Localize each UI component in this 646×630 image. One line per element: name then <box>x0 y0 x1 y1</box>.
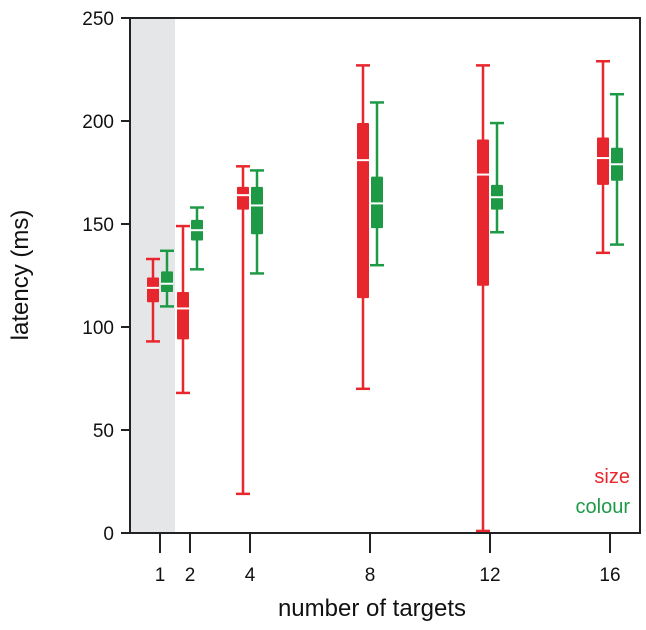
x-tick-label-2: 2 <box>185 565 196 586</box>
legend-entry-colour: colour <box>576 496 631 518</box>
y-axis-title: latency (ms) <box>7 210 34 341</box>
plot-frame <box>129 17 641 534</box>
box-body-size-2 <box>177 291 189 340</box>
x-tick-label-4: 4 <box>245 565 256 586</box>
box-body-colour-8 <box>371 176 383 229</box>
box-body-size-4 <box>237 186 249 210</box>
box-colour-12 <box>490 121 504 234</box>
box-body-size-16 <box>597 137 609 185</box>
box-size-4 <box>236 165 250 496</box>
y-tick-label-200: 200 <box>82 112 114 133</box>
box-size-2 <box>176 224 190 395</box>
x-axis-title: number of targets <box>278 595 466 622</box>
legend: size colour <box>576 466 631 518</box>
y-tick-label-250: 250 <box>82 9 114 30</box>
box-marks-layer <box>146 60 624 533</box>
y-tick-label-50: 50 <box>93 421 114 442</box>
x-tick-label-8: 8 <box>365 565 376 586</box>
x-tick-label-12: 12 <box>479 565 500 586</box>
box-size-12 <box>476 64 490 533</box>
box-colour-1 <box>160 249 174 308</box>
legend-entry-size: size <box>594 466 630 488</box>
box-size-8 <box>356 64 370 391</box>
box-body-size-1 <box>147 277 159 303</box>
box-body-colour-4 <box>251 186 263 235</box>
axes-layer: 0 50 100 150 200 250 1 2 4 8 12 16 <box>82 9 641 586</box>
y-tick-label-150: 150 <box>82 215 114 236</box>
box-colour-4 <box>250 169 264 275</box>
box-body-size-12 <box>477 139 489 286</box>
box-body-colour-1 <box>161 271 173 292</box>
box-colour-8 <box>370 101 384 267</box>
y-tick-label-100: 100 <box>82 318 114 339</box>
box-body-size-8 <box>357 123 369 299</box>
box-colour-2 <box>190 206 204 271</box>
x-tick-label-1: 1 <box>155 565 166 586</box>
box-size-16 <box>596 60 610 255</box>
box-colour-16 <box>610 92 624 246</box>
x-tick-label-16: 16 <box>599 565 620 586</box>
box-size-1 <box>146 257 160 343</box>
y-tick-label-0: 0 <box>103 524 114 545</box>
